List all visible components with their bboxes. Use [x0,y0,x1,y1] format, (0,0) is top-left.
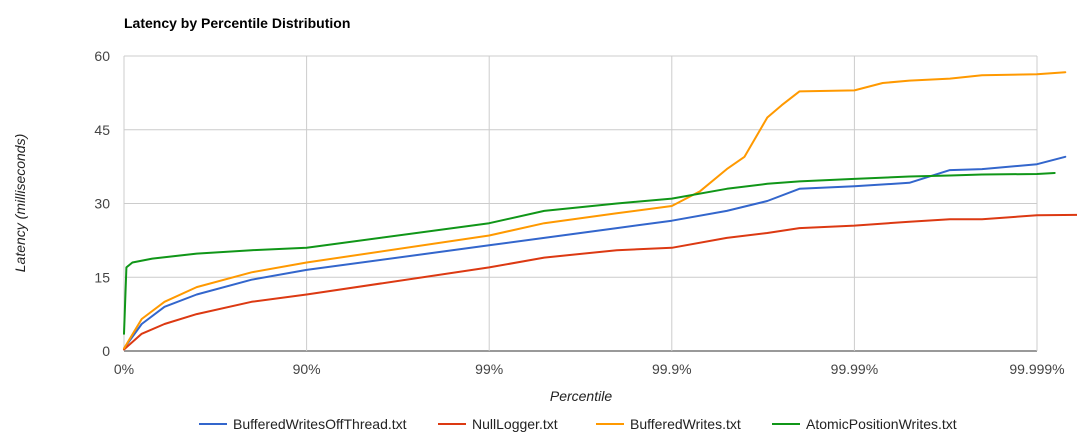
x-tick-label: 99.99% [831,361,878,377]
legend-label: AtomicPositionWrites.txt [806,416,957,432]
legend: BufferedWritesOffThread.txt NullLogger.tx… [199,416,957,432]
gridlines [123,55,1038,352]
y-tick-label: 30 [94,196,110,212]
y-tick-label: 45 [94,122,110,138]
series-line-3 [123,71,1067,350]
series-line-2 [123,213,1077,351]
series-lines [123,71,1077,351]
series-line-1 [123,155,1067,350]
x-axis-label: Percentile [550,388,612,404]
y-tick-label: 60 [94,48,110,64]
series-line-4 [123,172,1056,335]
x-tick-label: 99.999% [1009,361,1064,377]
legend-label: NullLogger.txt [472,416,558,432]
y-axis-label: Latency (milliseconds) [12,134,28,273]
x-axis-ticks: 0% 90% 99% 99.9% 99.99% 99.999% [114,361,1065,377]
x-tick-label: 0% [114,361,134,377]
legend-label: BufferedWritesOffThread.txt [233,416,407,432]
y-tick-label: 15 [94,269,110,285]
y-axis-ticks: 0 15 30 45 60 [94,48,110,359]
x-tick-label: 90% [293,361,321,377]
legend-label: BufferedWrites.txt [630,416,741,432]
x-tick-label: 99% [475,361,503,377]
chart-title: Latency by Percentile Distribution [124,15,350,31]
y-tick-label: 0 [102,343,110,359]
x-tick-label: 99.9% [652,361,692,377]
